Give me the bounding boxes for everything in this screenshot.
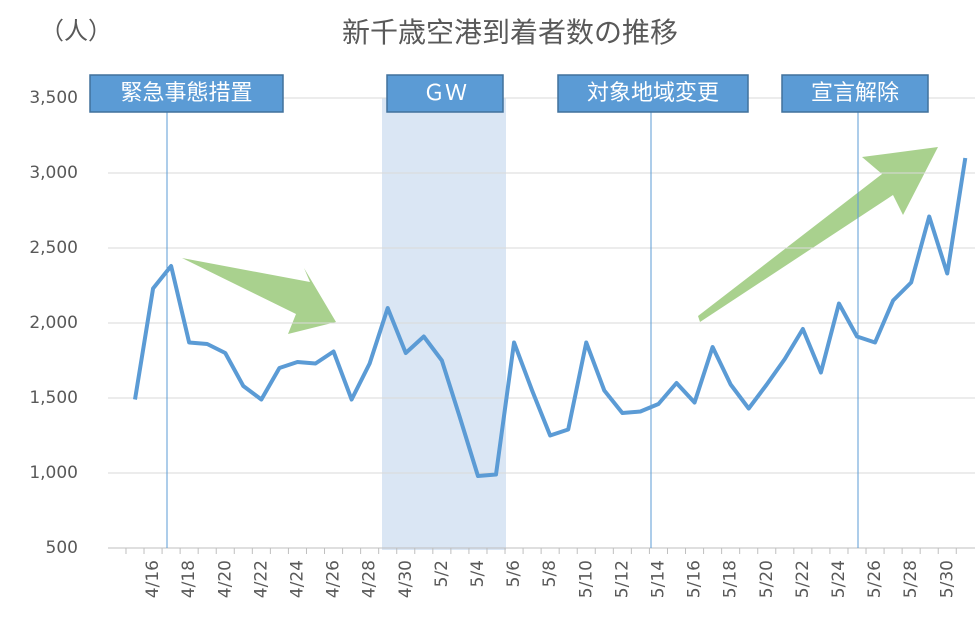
x-tick-label: 5/24 [829, 560, 849, 598]
x-tick-label: 4/16 [143, 560, 163, 598]
annotation-label: 緊急事態措置 [120, 81, 252, 106]
x-tick-label: 5/18 [721, 560, 741, 598]
arrow-up [698, 147, 938, 322]
x-tick-label: 5/10 [576, 560, 596, 598]
data-line [133, 157, 968, 478]
x-tick-label: 5/14 [648, 560, 668, 598]
y-tick-label: 3,500 [29, 88, 78, 108]
y-tick-label: 2,500 [29, 238, 78, 258]
y-tick-label: 2,000 [29, 313, 78, 333]
y-tick-label: 1,500 [29, 388, 78, 408]
annotation-box [386, 74, 504, 113]
y-axis-label: （人） [40, 17, 112, 45]
x-tick-label: 5/4 [468, 560, 488, 587]
arrow-down [182, 258, 336, 334]
x-tick-label: 5/12 [612, 560, 632, 598]
gw-shade [382, 98, 506, 550]
y-tick-label: 3,000 [29, 163, 78, 183]
x-tick-label: 5/6 [504, 560, 524, 587]
x-tick-label: 5/20 [757, 560, 777, 598]
y-tick-label: 500 [46, 538, 78, 558]
x-tick-label: 4/18 [179, 560, 199, 598]
x-tick-label: 4/28 [360, 560, 380, 598]
annotation-label: 対象地域変更 [587, 81, 719, 106]
x-tick-label: 5/2 [432, 560, 452, 587]
annotation-label: ＧＷ [423, 81, 467, 106]
x-tick-label: 5/30 [937, 560, 957, 598]
annotation-box [781, 74, 929, 113]
annotation-box [557, 74, 749, 113]
x-tick-label: 4/26 [324, 560, 344, 598]
x-tick-label: 5/22 [793, 560, 813, 598]
x-tick-label: 5/16 [685, 560, 705, 598]
x-tick-label: 4/24 [287, 560, 307, 598]
x-tick-label: 5/26 [865, 560, 885, 598]
x-tick-label: 4/30 [396, 560, 416, 598]
annotation-box [89, 74, 284, 113]
y-tick-label: 1,000 [29, 463, 78, 483]
annotation-label: 宣言解除 [811, 81, 899, 106]
x-tick-label: 5/8 [540, 560, 560, 587]
x-tick-label: 4/20 [215, 560, 235, 598]
chart-title: 新千歳空港到着者数の推移 [342, 16, 678, 49]
x-tick-label: 5/28 [901, 560, 921, 598]
x-tick-label: 4/22 [251, 560, 271, 598]
